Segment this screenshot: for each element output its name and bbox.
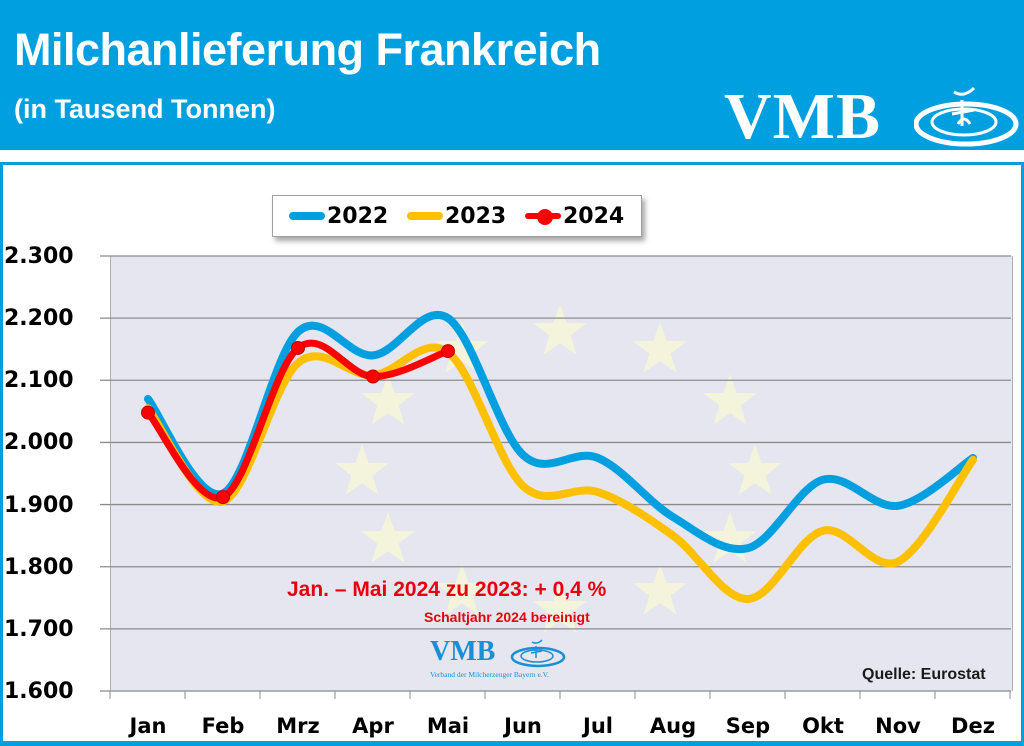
legend-label: 2022 [327, 203, 389, 229]
vmb-logo-text: VMB [724, 80, 881, 153]
vmb-watermark-emblem-icon [510, 639, 566, 668]
eu-star-watermark [335, 304, 782, 633]
x-tick-label: Dez [951, 714, 995, 738]
vmb-watermark-text: VMB [430, 636, 496, 667]
header-banner: Milchanlieferung Frankreich (in Tausend … [0, 0, 1024, 150]
legend-swatch-2023 [407, 212, 443, 220]
series-line-2023 [144, 343, 977, 604]
leap-year-note: Schaltjahr 2024 bereinigt [424, 609, 590, 625]
legend-label: 2023 [445, 203, 507, 229]
y-tick-label: 1.600 [4, 679, 74, 704]
data-point-marker [291, 340, 305, 355]
series-line-2022 [144, 311, 977, 554]
x-tick-label: Mai [426, 714, 470, 738]
star-icon [435, 564, 489, 615]
legend-swatch-2022 [289, 212, 325, 220]
x-tick-label: Mrz [276, 714, 320, 738]
star-icon [633, 322, 687, 373]
y-tick-label: 1.700 [4, 617, 74, 642]
series-line-2024 [144, 339, 452, 502]
x-tick-label: Jun [504, 714, 542, 738]
x-tick-label: Apr [352, 714, 394, 738]
x-tick-label: Nov [875, 714, 921, 738]
legend-item-2022: 2022 [289, 200, 388, 232]
star-icon [533, 304, 587, 355]
y-tick-label: 2.200 [4, 306, 74, 331]
star-icon [703, 374, 757, 425]
vmb-watermark: VMB Verband der Milcherzeuger Bayern e.V… [430, 638, 570, 683]
x-tick-label: Jul [583, 714, 613, 738]
data-point-marker [216, 490, 230, 505]
series-lines [141, 311, 977, 604]
x-tick-label: Jan [129, 714, 167, 738]
x-axis-ticks [109, 691, 1011, 699]
data-point-marker [441, 344, 455, 359]
vmb-emblem-icon [914, 86, 1019, 147]
star-icon [435, 322, 489, 373]
y-tick-label: 2.300 [4, 244, 74, 269]
y-tick-label: 2.000 [4, 430, 74, 455]
x-tick-label: Sep [725, 714, 771, 738]
legend: 2022 2023 2024 [272, 195, 642, 237]
x-tick-label: Feb [201, 714, 245, 738]
x-tick-label: Okt [802, 714, 844, 738]
source-label: Quelle: Eurostat [862, 666, 986, 683]
star-icon [703, 512, 757, 563]
star-icon [728, 444, 782, 495]
marker-dot-icon [537, 209, 553, 225]
vmb-watermark-caption: Verband der Milcherzeuger Bayern e.V. [430, 670, 549, 679]
legend-item-2023: 2023 [407, 200, 506, 232]
data-point-marker [366, 369, 380, 384]
comparison-annotation: Jan. – Mai 2024 zu 2023: + 0,4 % [287, 578, 607, 601]
y-tick-label: 1.900 [4, 493, 74, 518]
chart-title: Milchanlieferung Frankreich [14, 24, 601, 75]
star-icon [361, 374, 415, 425]
legend-item-2024: 2024 [525, 200, 624, 232]
legend-label: 2024 [563, 203, 625, 229]
star-icon [335, 444, 389, 495]
star-icon [633, 564, 687, 615]
legend-swatch-2024 [525, 209, 561, 225]
y-tick-label: 1.800 [4, 555, 74, 580]
chart-subtitle: (in Tausend Tonnen) [14, 94, 276, 124]
y-tick-label: 2.100 [4, 368, 74, 393]
vmb-logo: VMB [724, 78, 1024, 150]
x-tick-label: Aug [649, 714, 697, 738]
data-point-marker [141, 405, 155, 420]
star-icon [361, 512, 415, 563]
star-icon [533, 582, 587, 633]
